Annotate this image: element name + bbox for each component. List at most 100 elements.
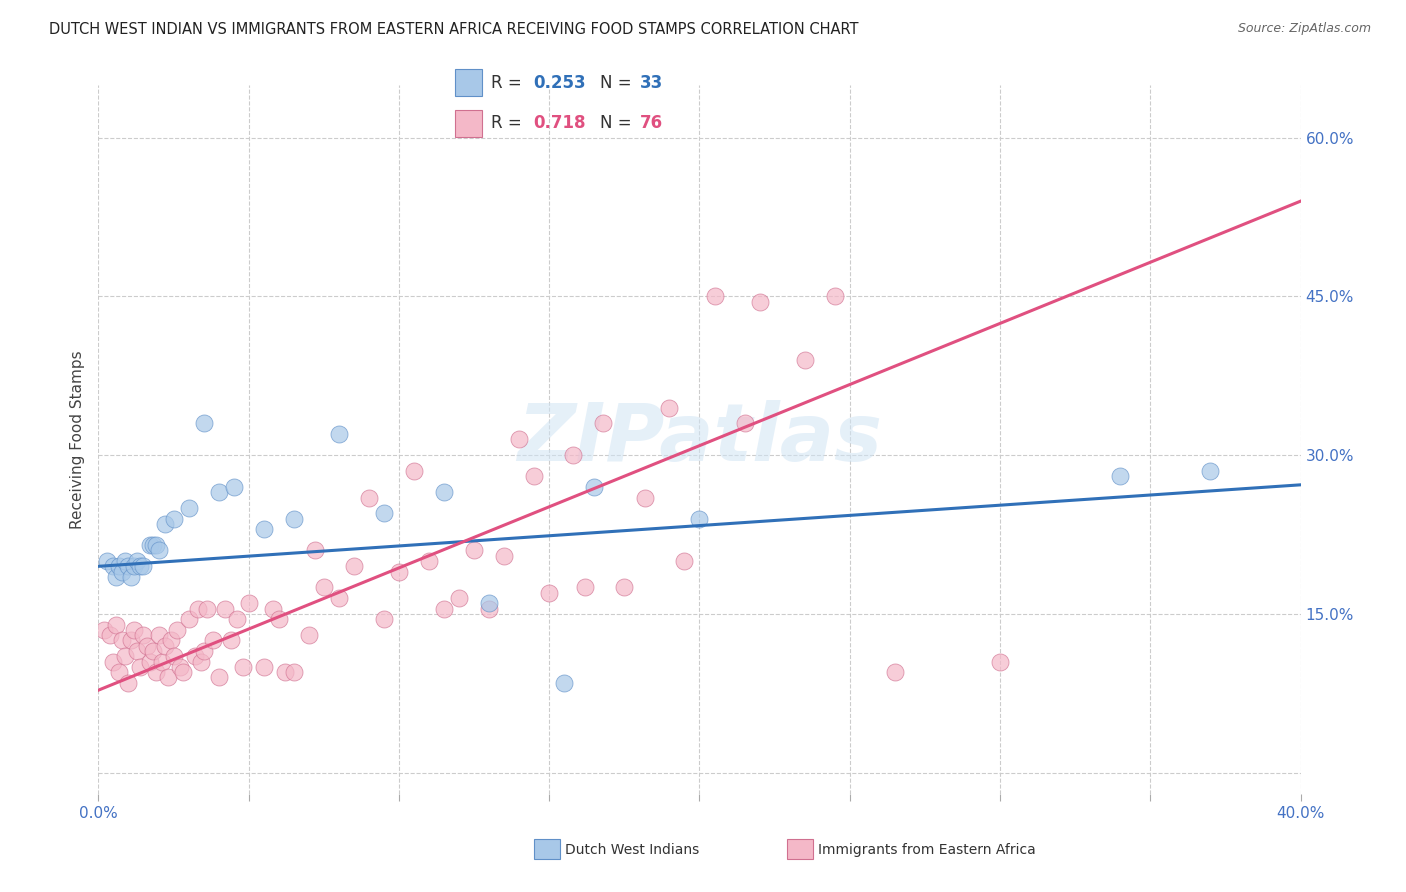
Point [141, 538, 163, 552]
Point [824, 289, 846, 303]
Point [574, 581, 596, 595]
Point [734, 417, 756, 431]
Text: 0.718: 0.718 [534, 114, 586, 132]
Point [138, 538, 160, 552]
Point [298, 628, 321, 642]
Point [172, 665, 194, 680]
Point [195, 601, 218, 615]
Point [283, 665, 305, 680]
Text: N =: N = [600, 74, 637, 92]
Point [418, 554, 440, 568]
Point [523, 469, 546, 483]
Point [129, 660, 152, 674]
Point [162, 511, 184, 525]
Point [267, 612, 290, 626]
Point [357, 491, 380, 505]
Point [673, 554, 696, 568]
Point [132, 559, 155, 574]
Point [150, 655, 173, 669]
Point [124, 559, 146, 574]
Point [433, 601, 456, 615]
Point [121, 633, 143, 648]
Point [153, 516, 176, 531]
Point [748, 294, 770, 309]
Point [105, 570, 128, 584]
Point [103, 655, 125, 669]
Point [1199, 464, 1222, 478]
Point [183, 649, 205, 664]
Point [225, 612, 247, 626]
Point [153, 639, 176, 653]
Point [219, 633, 242, 648]
Point [129, 559, 152, 574]
Point [988, 655, 1011, 669]
Point [93, 623, 115, 637]
Point [208, 670, 231, 684]
Point [190, 655, 212, 669]
Point [193, 417, 215, 431]
Point [148, 628, 170, 642]
Point [238, 596, 260, 610]
Point [402, 464, 425, 478]
Point [553, 675, 575, 690]
Point [177, 501, 200, 516]
Point [304, 543, 326, 558]
Point [232, 660, 254, 674]
Point [127, 644, 149, 658]
Point [108, 665, 131, 680]
Point [132, 628, 155, 642]
Point [148, 543, 170, 558]
Point [262, 601, 284, 615]
Point [634, 491, 657, 505]
FancyBboxPatch shape [456, 70, 482, 96]
Point [208, 485, 231, 500]
Text: 76: 76 [640, 114, 662, 132]
Point [156, 670, 179, 684]
Point [105, 617, 128, 632]
Point [96, 554, 118, 568]
Point [447, 591, 470, 605]
Point [103, 559, 125, 574]
Point [127, 554, 149, 568]
Point [312, 581, 335, 595]
Point [494, 549, 516, 563]
Point [162, 649, 184, 664]
Text: N =: N = [600, 114, 637, 132]
Text: R =: R = [491, 114, 527, 132]
Point [328, 591, 350, 605]
Point [253, 660, 276, 674]
Point [433, 485, 456, 500]
Point [111, 633, 134, 648]
Point [114, 554, 136, 568]
Point [145, 538, 167, 552]
Text: 0.253: 0.253 [534, 74, 586, 92]
Text: Dutch West Indians: Dutch West Indians [565, 843, 699, 857]
Point [793, 353, 815, 368]
Text: Immigrants from Eastern Africa: Immigrants from Eastern Africa [818, 843, 1036, 857]
Point [201, 633, 224, 648]
Point [274, 665, 297, 680]
Point [193, 644, 215, 658]
Point [1109, 469, 1132, 483]
Point [373, 612, 395, 626]
Point [222, 480, 245, 494]
Point [100, 628, 122, 642]
Point [214, 601, 236, 615]
Point [478, 596, 501, 610]
Point [538, 586, 561, 600]
Point [141, 644, 163, 658]
Point [283, 511, 305, 525]
Text: Source: ZipAtlas.com: Source: ZipAtlas.com [1237, 22, 1371, 36]
Point [187, 601, 209, 615]
Point [169, 660, 191, 674]
Y-axis label: Receiving Food Stamps: Receiving Food Stamps [70, 350, 86, 529]
Point [703, 289, 725, 303]
Text: R =: R = [491, 74, 527, 92]
Point [463, 543, 485, 558]
Point [883, 665, 905, 680]
Point [658, 401, 681, 415]
Point [117, 675, 139, 690]
Point [562, 448, 585, 462]
Point [138, 655, 160, 669]
Point [166, 623, 188, 637]
